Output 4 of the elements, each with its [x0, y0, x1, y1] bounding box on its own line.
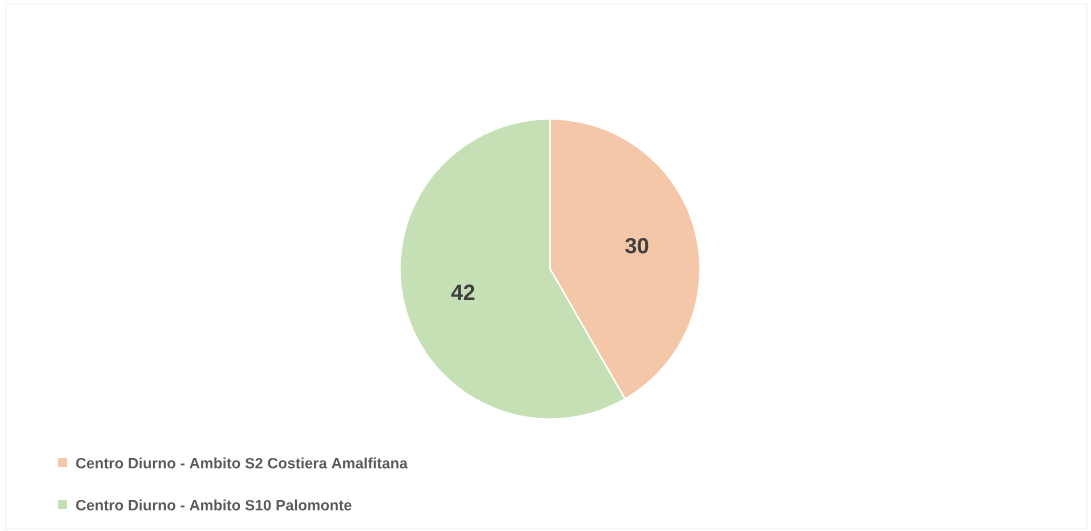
data-label: 42	[451, 284, 475, 300]
data-label: 30	[625, 237, 649, 254]
legend-label: Centro Diurno - Ambito S10 Palomonte	[76, 499, 352, 511]
legend-label: Centro Diurno - Ambito S2 Costiera Amalfitana	[76, 457, 408, 469]
